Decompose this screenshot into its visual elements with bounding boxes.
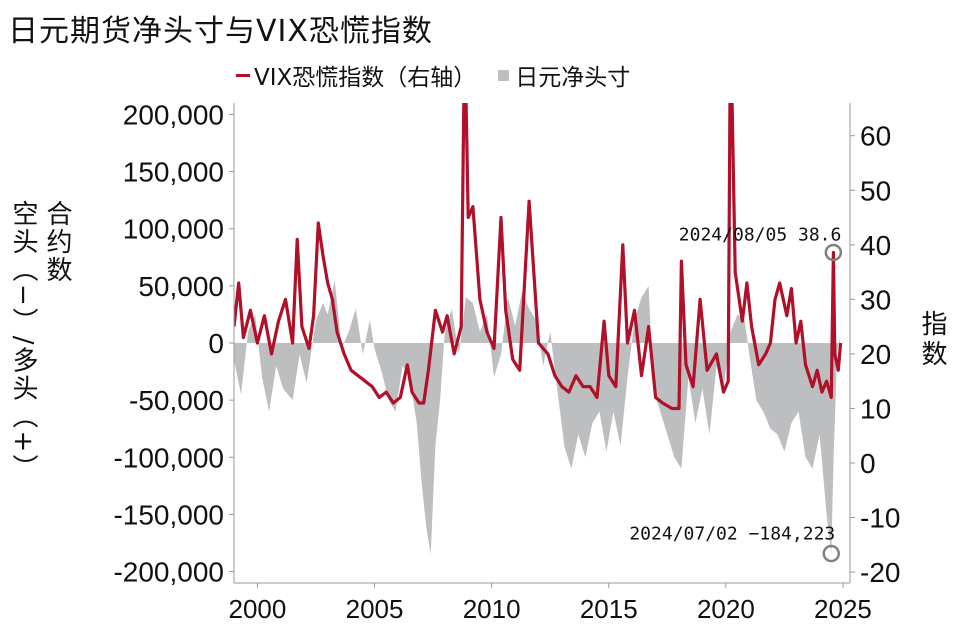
left-tick-label: 50,000: [138, 271, 224, 302]
left-axis-title-line2: 合约数: [42, 200, 72, 284]
annotation-marker-vix: [824, 243, 843, 262]
x-tick-label: 2010: [463, 594, 521, 624]
left-tick-label: 150,000: [123, 157, 224, 188]
right-tick-label: 0: [860, 448, 876, 479]
legend-swatch-yen: [498, 69, 510, 81]
series-vix-line: [234, 103, 843, 411]
right-tick-label: 20: [860, 339, 891, 370]
left-axis-title-line1: 空头（−）/多头（+）: [8, 200, 38, 483]
right-tick-label: -10: [860, 503, 900, 534]
left-tick-label: 100,000: [123, 214, 224, 245]
left-tick-label: -150,000: [113, 499, 224, 530]
left-tick-label: -50,000: [129, 385, 224, 416]
right-tick-label: -20: [860, 557, 900, 588]
x-tick-label: 2005: [346, 594, 404, 624]
series-yen-area: [234, 280, 840, 555]
annotation-label-yen: 2024/07/02 −184,223: [629, 524, 835, 545]
right-tick-label: 60: [860, 121, 891, 152]
legend: VIX恐慌指数（右轴） 日元净头寸: [236, 58, 630, 92]
x-tick-label: 2020: [697, 594, 755, 624]
legend-label-vix: VIX恐慌指数（右轴）: [254, 65, 477, 91]
x-tick-label: 2015: [580, 594, 638, 624]
annotation-marker-yen: [822, 544, 841, 563]
left-tick-label: -200,000: [113, 557, 224, 588]
right-axis-title: 指数: [917, 310, 947, 370]
left-axis-title: 空头（−）/多头（+） 合约数: [8, 200, 72, 500]
annotation-label-vix: 2024/08/05 38.6: [679, 224, 842, 245]
left-tick-label: 0: [208, 328, 224, 359]
left-tick-label: 200,000: [123, 99, 224, 130]
right-tick-label: 10: [860, 393, 891, 424]
legend-swatch-vix: [236, 73, 250, 77]
legend-label-yen: 日元净头寸: [515, 65, 631, 91]
right-tick-label: 40: [860, 230, 891, 261]
right-tick-label: 30: [860, 284, 891, 315]
x-tick-label: 2000: [229, 594, 287, 624]
chart-title: 日元期货净头寸与VIX恐慌指数: [8, 14, 433, 49]
x-tick-label: 2025: [814, 594, 872, 624]
right-tick-label: 50: [860, 175, 891, 206]
left-tick-label: -100,000: [113, 442, 224, 473]
